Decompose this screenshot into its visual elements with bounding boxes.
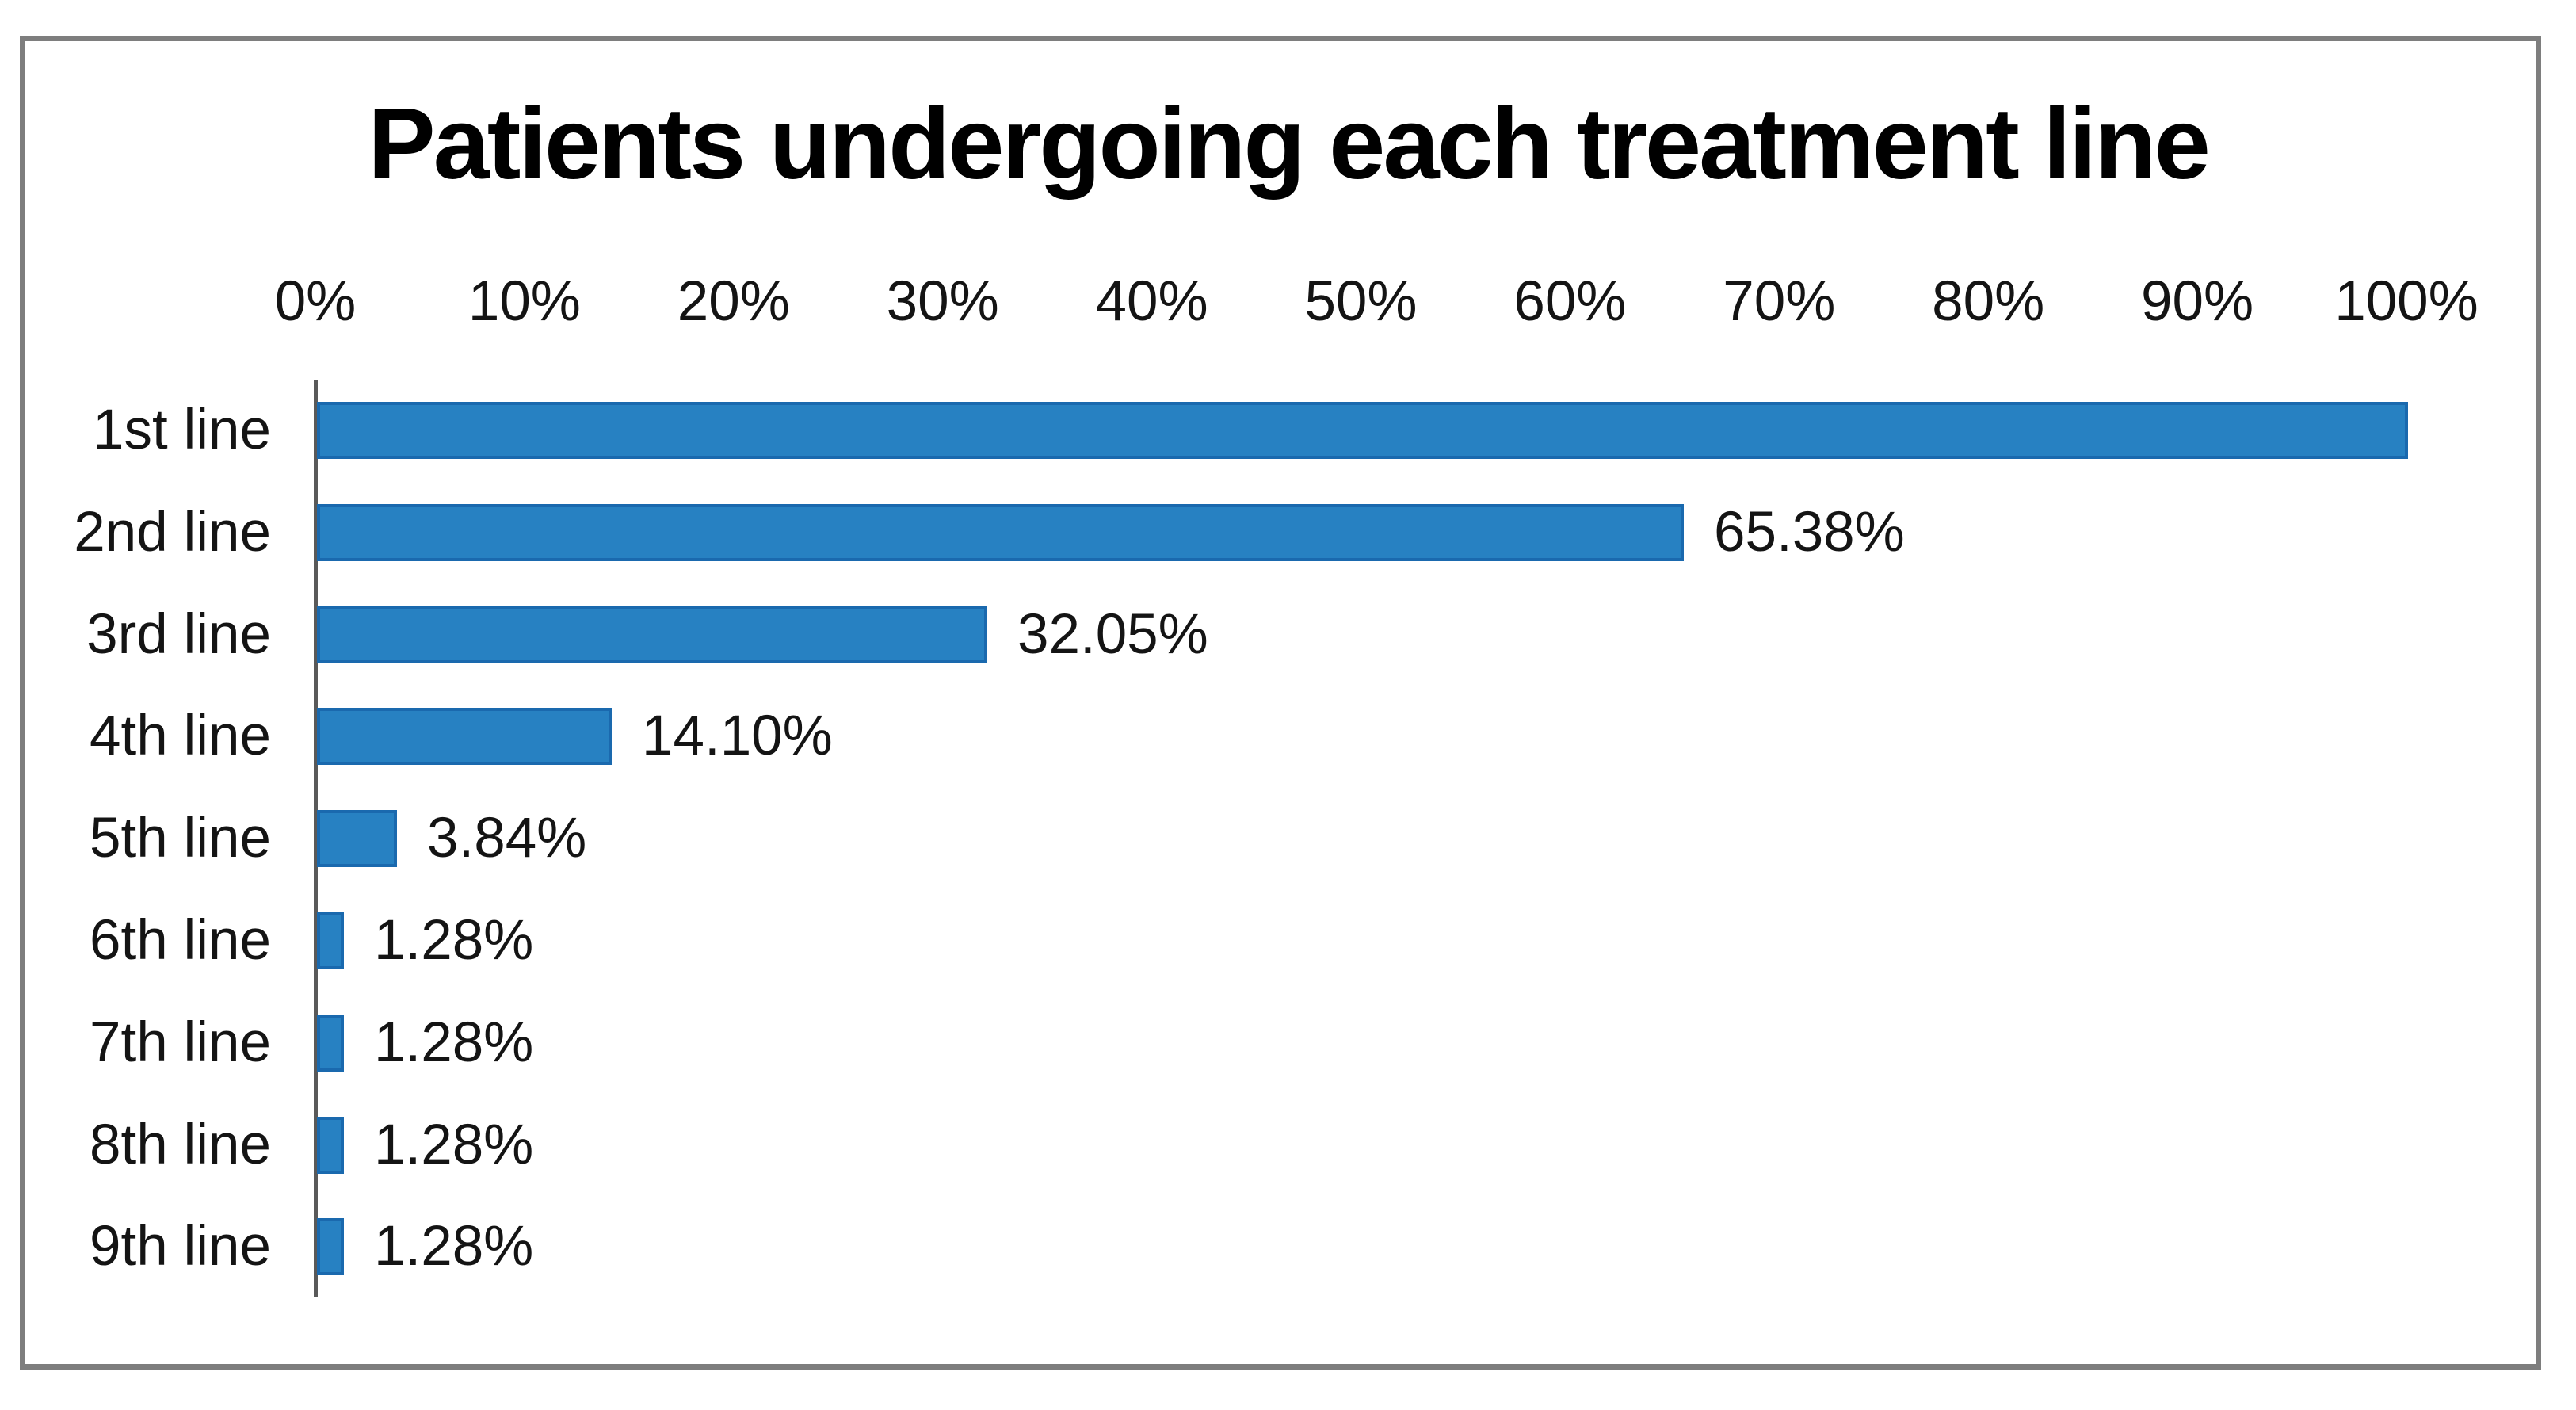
category-label: 4th line [90,705,271,767]
value-label: 1.28% [374,1011,534,1074]
category-label: 8th line [90,1114,271,1176]
category-label: 3rd line [86,603,271,666]
bar [317,1015,344,1072]
value-label: 1.28% [374,1114,534,1176]
y-axis-line [314,380,318,1297]
bar [317,1218,344,1275]
x-axis-tick-label: 0% [274,270,357,333]
value-label: 14.10% [642,705,833,767]
x-axis-tick-label: 40% [1095,270,1208,333]
x-axis-tick-label: 20% [677,270,790,333]
bar [317,810,397,867]
value-label: 32.05% [1017,603,1208,666]
bar [317,1117,344,1174]
category-label: 2nd line [74,501,271,564]
bar [317,504,1684,561]
x-axis-tick-label: 80% [1932,270,2045,333]
chart-title: Patients undergoing each treatment line [368,87,2211,201]
value-label: 1.28% [374,1215,534,1278]
category-label: 6th line [90,909,271,972]
category-label: 9th line [90,1215,271,1278]
bar [317,912,344,969]
x-axis-tick-label: 10% [467,270,581,333]
x-axis-tick-label: 60% [1513,270,1627,333]
x-axis-tick-label: 50% [1304,270,1418,333]
x-axis-tick-label: 100% [2334,270,2479,333]
category-label: 7th line [90,1011,271,1074]
category-label: 1st line [93,399,271,461]
value-label: 1.28% [374,909,534,972]
bar [317,402,2408,459]
value-label: 3.84% [427,807,587,869]
value-label: 65.38% [1714,501,1905,564]
x-axis-tick-label: 30% [886,270,999,333]
chart-frame [20,36,2541,1370]
bar [317,606,987,663]
category-label: 5th line [90,807,271,869]
x-axis-tick-label: 70% [1723,270,1836,333]
bar [317,708,612,765]
x-axis-tick-label: 90% [2141,270,2254,333]
